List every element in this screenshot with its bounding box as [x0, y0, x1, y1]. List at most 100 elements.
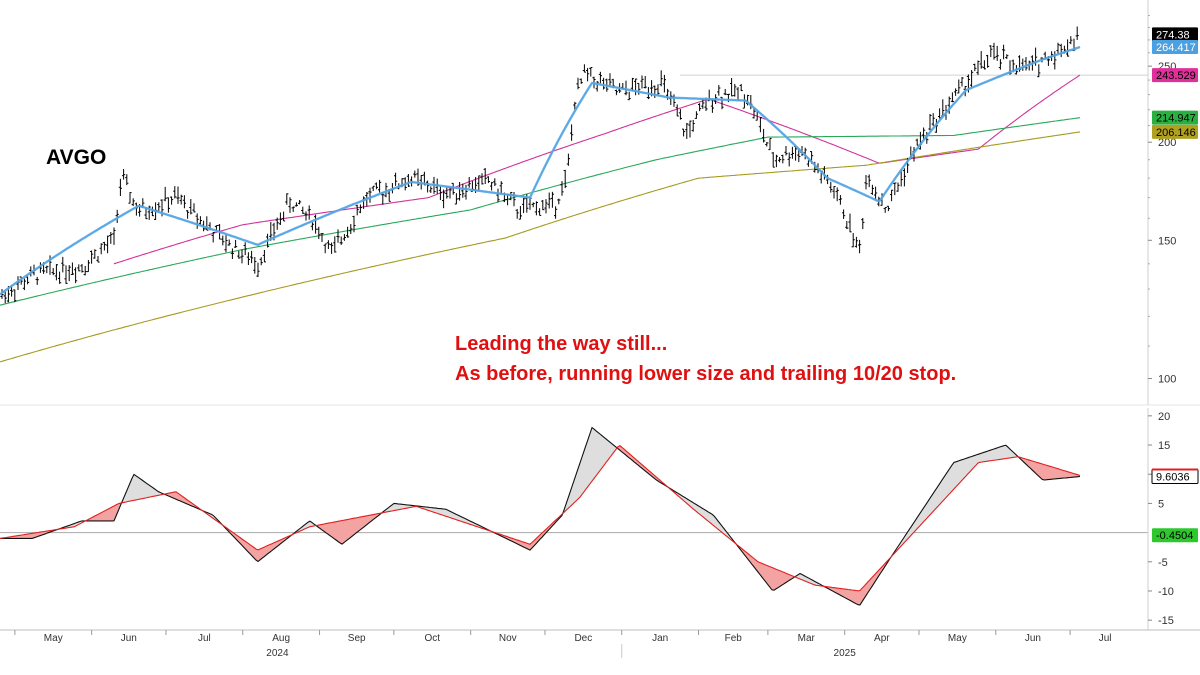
osc-label-text: -0.4504 [1156, 530, 1193, 542]
oscillator-fill-segment [96, 514, 98, 521]
oscillator-fill-segment [714, 515, 716, 528]
oscillator-fill-segment [1004, 445, 1006, 459]
oscillator-fill-segment [1062, 469, 1064, 479]
oscillator-fill-segment [354, 517, 356, 535]
oscillator-fill-segment [1000, 446, 1002, 460]
oscillator-fill-segment [404, 504, 406, 509]
oscillator-fill-segment [788, 574, 790, 582]
oscillator-fill-segment [708, 511, 710, 523]
price-label-badge [1152, 68, 1198, 83]
month-label: Jan [652, 633, 668, 644]
oscillator-fill-segment [934, 489, 936, 511]
osc-tick-label: 15 [1158, 440, 1170, 452]
oscillator-fill-segment [964, 458, 966, 479]
oscillator-fill-segment [1042, 463, 1044, 480]
oscillator-fill-segment [654, 475, 656, 480]
oscillator-fill-segment [322, 524, 324, 532]
oscillator-fill-segment [330, 522, 332, 538]
oscillator-fill-segment [776, 569, 778, 589]
moving-average-line-1 [0, 46, 1081, 295]
oscillator-fill-segment [768, 565, 770, 588]
oscillator-fill-segment [262, 547, 264, 559]
oscillator-fill-segment [100, 512, 102, 521]
oscillator-fill-segment [770, 566, 772, 590]
oscillator-fill-segment [104, 510, 106, 521]
month-label: Jun [1025, 633, 1041, 644]
oscillator-fill-segment [786, 573, 788, 583]
oscillator-fill-segment [842, 588, 844, 598]
oscillator-fill-segment [368, 515, 370, 524]
oscillator-fill-segment [270, 543, 272, 553]
moving-average-line-4 [0, 131, 1081, 363]
oscillator-fill-segment [406, 504, 408, 509]
oscillator-fill-segment [1056, 468, 1058, 479]
oscillator-fill-segment [602, 435, 604, 468]
oscillator-fill-segment [1006, 445, 1008, 459]
oscillator-fill-segment [1054, 467, 1056, 479]
price-label-text: 264.417 [1156, 42, 1196, 54]
oscillator-fill-segment [568, 492, 570, 509]
oscillator-fill-segment [268, 544, 270, 554]
oscillator-fill-segment [710, 512, 712, 525]
year-label: 2024 [266, 648, 289, 659]
oscillator-fill-segment [962, 459, 964, 481]
oscillator-fill-segment [358, 517, 360, 532]
oscillator-fill-segment [994, 448, 996, 461]
oscillator-fill-segment [272, 542, 274, 551]
oscillator-fill-segment [932, 492, 934, 513]
oscillator-fill-segment [452, 512, 454, 519]
signal-line [0, 445, 1081, 592]
oscillator-fill-segment [332, 522, 334, 539]
oscillator-fill-segment [152, 487, 154, 497]
oscillator-fill-segment [1068, 471, 1070, 478]
oscillator-fill-segment [524, 542, 526, 549]
oscillator-fill-segment [704, 509, 706, 520]
oscillator-fill-segment [154, 488, 156, 497]
oscillator-fill-segment [1002, 445, 1004, 460]
oscillator-fill-segment [440, 508, 442, 515]
oscillator-fill-segment [846, 589, 848, 600]
oscillator-fill-segment [1030, 460, 1032, 470]
oscillator-fill-segment [782, 571, 784, 586]
oscillator-fill-segment [1036, 462, 1038, 476]
oscillator-fill-segment [848, 589, 850, 601]
oscillator-fill-segment [432, 507, 434, 513]
oscillator-fill-segment [990, 449, 992, 461]
oscillator-fill-segment [778, 569, 780, 588]
oscillator-fill-segment [596, 430, 598, 476]
month-label: Oct [424, 633, 440, 644]
oscillator-fill-segment [34, 532, 36, 538]
annotation-line-1: Leading the way still... [455, 333, 668, 355]
oscillator-fill-segment [450, 511, 452, 519]
oscillator-fill-segment [36, 532, 38, 538]
oscillator-fill-segment [972, 455, 974, 470]
oscillator-fill-segment [308, 521, 310, 528]
oscillator-fill-segment [968, 457, 970, 474]
price-label-badge [1152, 40, 1198, 55]
oscillator-fill-segment [522, 541, 524, 548]
fast-moving-average-line [0, 45, 1081, 296]
oscillator-fill-segment [350, 518, 352, 538]
oscillator-fill-segment [176, 491, 178, 501]
oscillator-fill-segment [102, 511, 104, 521]
oscillator-fill-segment [984, 451, 986, 462]
oscillator-fill-segment [346, 519, 348, 541]
month-label: Nov [499, 633, 517, 644]
oscillator-fill-segment [150, 485, 152, 498]
oscillator-fill-segment [700, 506, 702, 517]
oscillator-fill-segment [916, 516, 918, 530]
oscillator-fill-segment [1072, 472, 1074, 478]
oscillator-fill-segment [712, 514, 714, 526]
oscillator-fill-segment [26, 534, 28, 539]
oscillator-fill-segment [22, 534, 24, 539]
oscillator-fill-segment [340, 520, 342, 545]
oscillator-fill-segment [864, 583, 866, 599]
price-label-badge [1152, 110, 1198, 125]
oscillator-fill-segment [394, 503, 396, 511]
moving-average-line-2 [113, 74, 1081, 265]
oscillator-fill-segment [772, 567, 774, 591]
oscillator-fill-segment [130, 478, 132, 502]
oscillator-fill-segment [760, 562, 762, 578]
oscillator-fill-segment [1038, 462, 1040, 478]
